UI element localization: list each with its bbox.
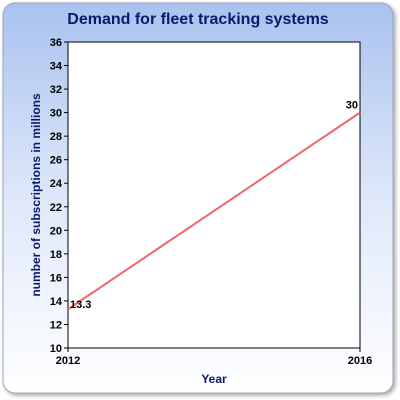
plot-area <box>67 41 361 349</box>
y-tick-label: 16 <box>50 272 62 284</box>
x-axis-title: Year <box>201 372 227 386</box>
y-tick-label: 34 <box>50 61 63 73</box>
y-tick-label: 12 <box>50 319 62 331</box>
series-line <box>67 111 361 310</box>
y-tick-label: 32 <box>50 84 62 96</box>
data-label: 13.3 <box>70 299 91 311</box>
y-tick-label: 10 <box>50 343 62 355</box>
y-tick-label: 20 <box>50 225 62 237</box>
series-layer <box>67 111 361 310</box>
y-tick-label: 36 <box>50 37 62 49</box>
y-tick-label: 30 <box>50 108 62 120</box>
y-tick-label: 18 <box>50 249 62 261</box>
y-tick-label: 24 <box>50 178 63 190</box>
data-labels: 13.3 30 <box>70 100 358 312</box>
x-tick-label: 2016 <box>348 355 372 367</box>
y-tick-label: 28 <box>50 131 62 143</box>
y-axis-title: number of subscriptions in millions <box>29 93 43 297</box>
x-tick-label: 2012 <box>56 355 80 367</box>
y-tick-label: 22 <box>50 202 62 214</box>
y-tick-label: 26 <box>50 155 62 167</box>
y-tick-label: 14 <box>50 296 63 308</box>
chart-title: Demand for fleet tracking systems <box>67 11 329 28</box>
x-axis: 2012 2016 <box>56 348 372 367</box>
y-axis: 10 12 14 16 18 20 22 24 26 28 30 32 34 36 <box>50 37 68 355</box>
data-label: 30 <box>346 100 358 112</box>
